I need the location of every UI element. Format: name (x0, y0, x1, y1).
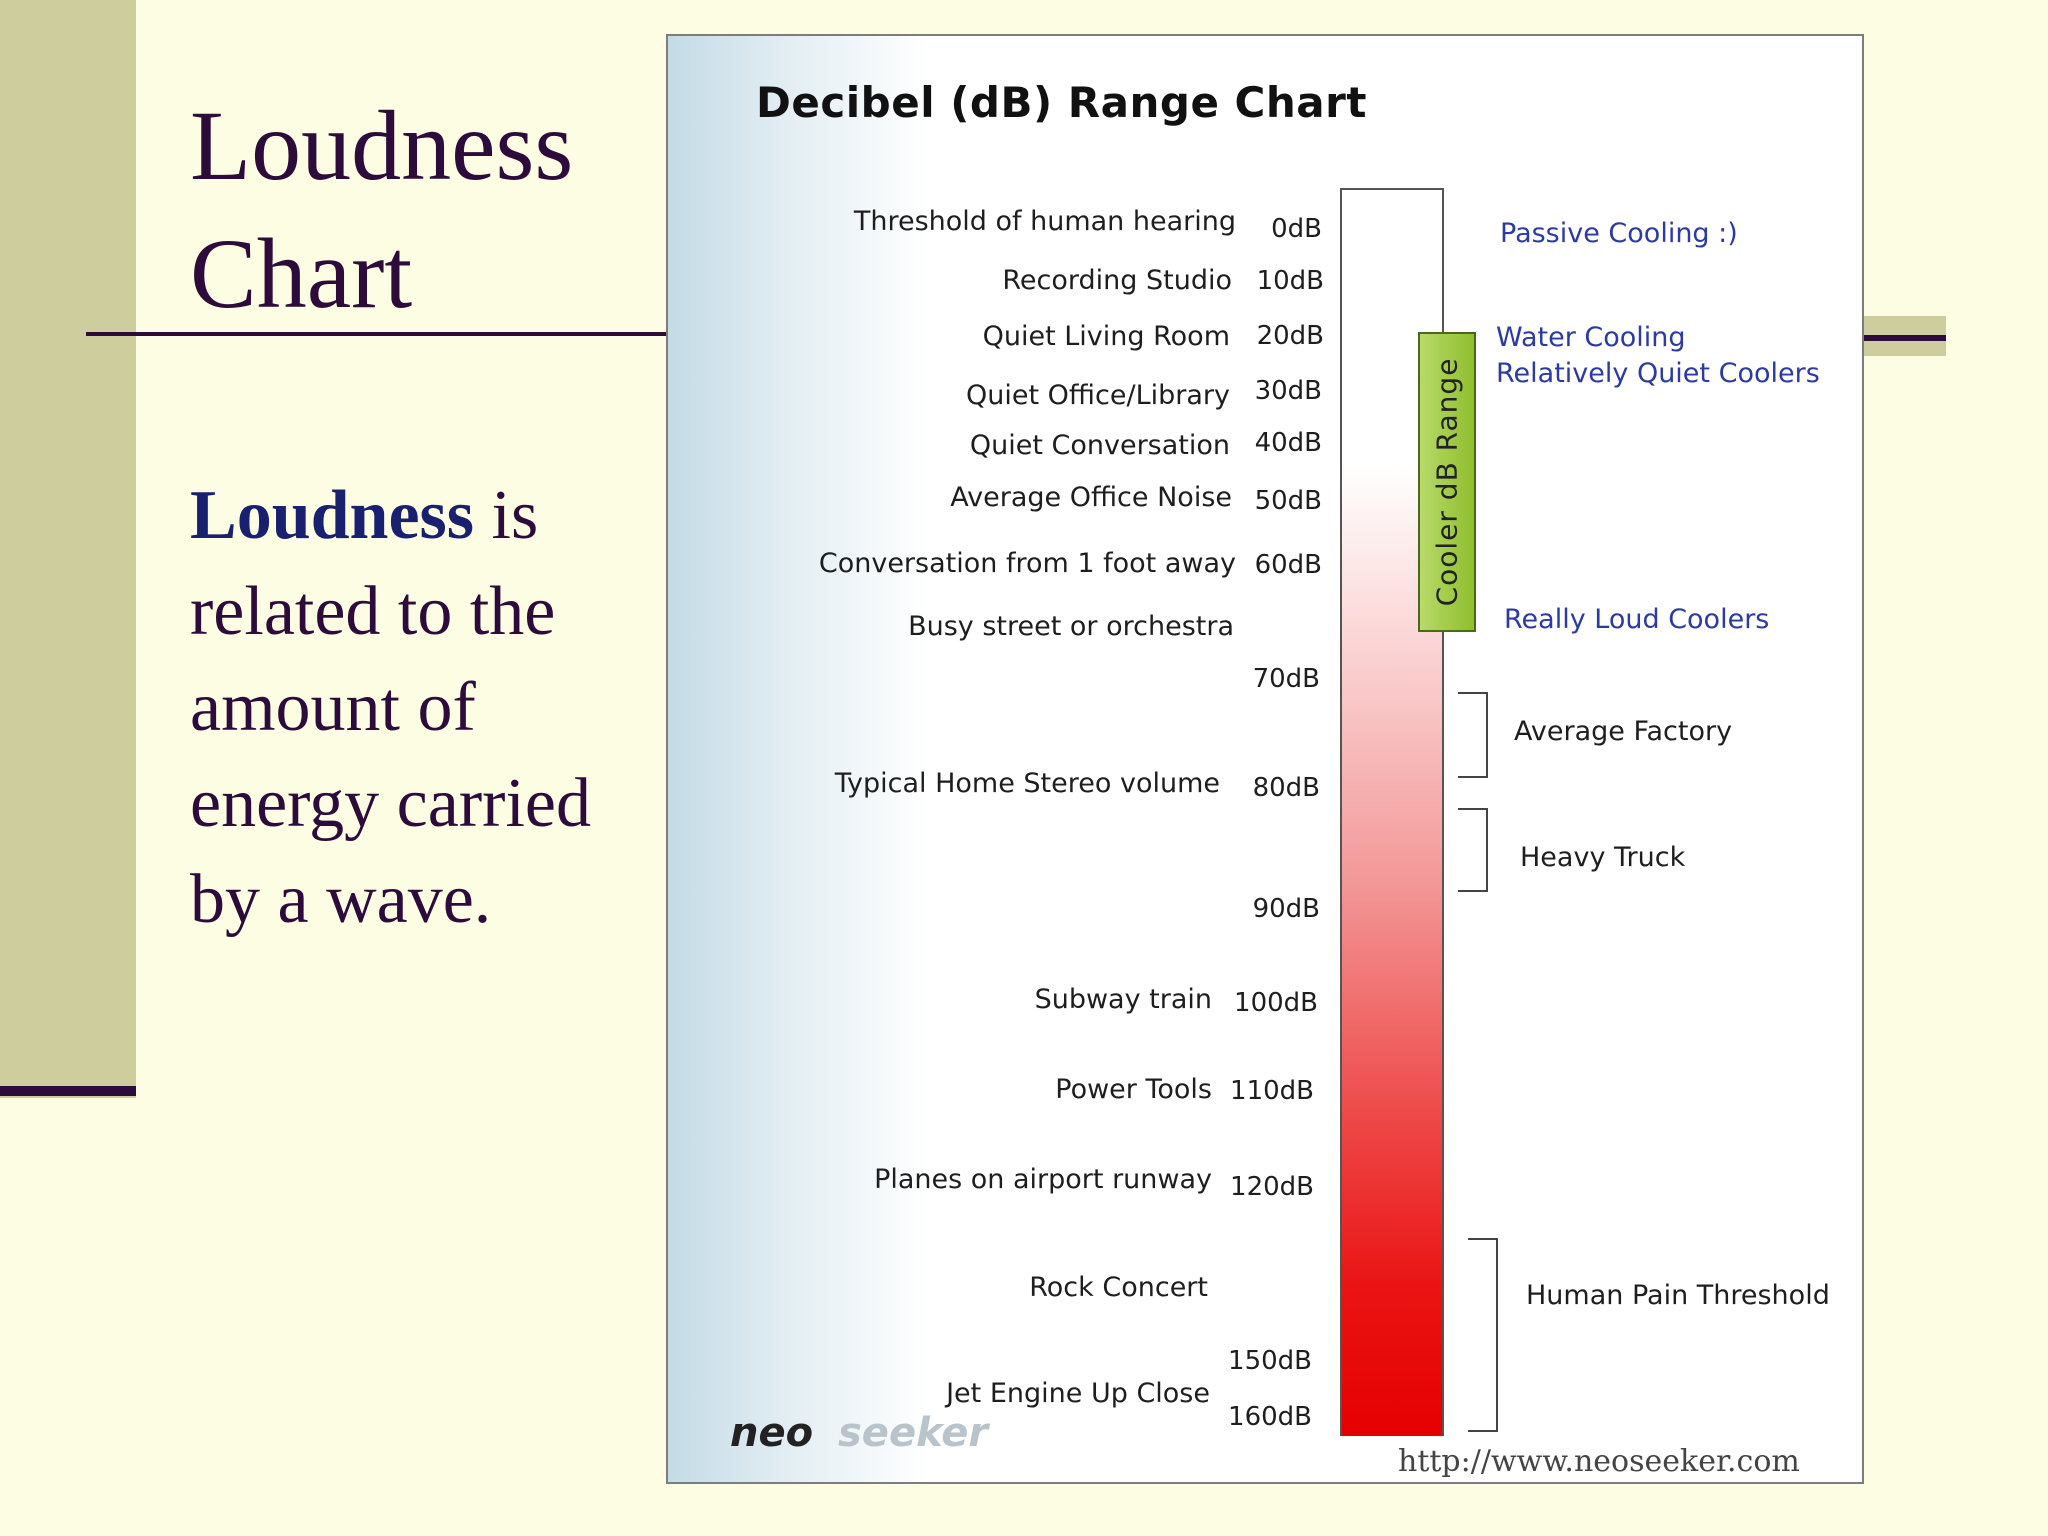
title-divider (86, 332, 670, 336)
cooler-db-range-label: Cooler dB Range (1430, 357, 1464, 607)
db-level-label: 90dB (1252, 894, 1320, 924)
db-level-label: 20dB (1256, 321, 1324, 351)
cooler-label: Really Loud Coolers (1504, 604, 1770, 635)
neoseeker-logo: neo (730, 1410, 814, 1456)
db-level-label: 150dB (1228, 1346, 1312, 1376)
left-accent-underline (0, 1086, 136, 1096)
source-url: http://www.neoseeker.com (1398, 1444, 1800, 1479)
heavy-truck-bracket (1458, 808, 1488, 892)
chart-title: Decibel (dB) Range Chart (756, 78, 1367, 127)
slide-title: Loudness Chart (190, 82, 630, 338)
neoseeker-logo-faded: seeker (838, 1410, 989, 1456)
db-level-label: 120dB (1230, 1172, 1314, 1202)
db-level-label: 160dB (1228, 1402, 1312, 1432)
slide-title-line-1: Loudness (190, 90, 574, 201)
source-label: Conversation from 1 foot away (818, 548, 1236, 579)
cooler-db-range-box (1418, 332, 1476, 632)
source-label: Subway train (1034, 984, 1212, 1015)
db-level-label: 0dB (1271, 214, 1322, 244)
cooler-label: Passive Cooling :) (1500, 218, 1738, 249)
noise-label: Human Pain Threshold (1526, 1280, 1830, 1311)
left-accent-bar (0, 0, 136, 1098)
source-label: Rock Concert (1029, 1272, 1208, 1303)
average-factory-bracket (1458, 692, 1488, 778)
source-label: Recording Studio (1002, 265, 1232, 296)
db-level-label: 40dB (1254, 428, 1322, 458)
right-accent-line (1862, 335, 1946, 341)
source-label: Quiet Office/Library (966, 380, 1230, 411)
source-label: Threshold of human hearing (853, 206, 1236, 237)
noise-label: Average Factory (1514, 716, 1733, 747)
db-level-label: 30dB (1254, 376, 1322, 406)
db-level-label: 80dB (1252, 773, 1320, 803)
db-level-label: 60dB (1254, 550, 1322, 580)
source-label: Typical Home Stereo volume (834, 768, 1220, 799)
db-level-label: 50dB (1254, 486, 1322, 516)
source-label: Jet Engine Up Close (946, 1378, 1210, 1409)
source-label: Busy street or orchestra (908, 611, 1234, 642)
slide-title-line-2: Chart (190, 218, 413, 329)
db-level-label: 70dB (1252, 664, 1320, 694)
source-label: Average Office Noise (950, 482, 1232, 513)
source-label: Power Tools (1055, 1074, 1212, 1105)
source-label: Planes on airport runway (874, 1164, 1212, 1195)
db-level-label: 100dB (1234, 988, 1318, 1018)
db-level-label: 110dB (1230, 1076, 1314, 1106)
body-text-rest: is related to the amount of energy carri… (190, 477, 591, 938)
source-label: Quiet Living Room (982, 321, 1230, 352)
pain-threshold-bracket (1468, 1238, 1498, 1432)
slide-body-text: Loudness is related to the amount of ene… (190, 468, 650, 948)
decibel-chart-image: Decibel (dB) Range Chart Cooler dB Range… (666, 34, 1864, 1484)
noise-label: Heavy Truck (1520, 842, 1686, 873)
cooler-label: Water Cooling (1496, 322, 1686, 353)
db-level-label: 10dB (1256, 266, 1324, 296)
body-keyword: Loudness (190, 477, 475, 554)
cooler-label: Relatively Quiet Coolers (1496, 358, 1820, 389)
source-label: Quiet Conversation (969, 430, 1230, 461)
